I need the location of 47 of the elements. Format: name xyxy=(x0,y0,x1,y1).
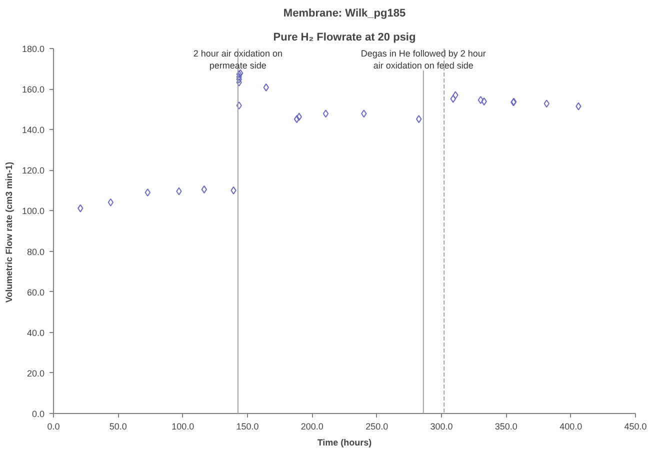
y-tick-label: 80.0 xyxy=(26,246,45,257)
point xyxy=(108,198,114,206)
y-tick-label: 40.0 xyxy=(26,328,45,338)
point xyxy=(236,75,242,84)
y-tick-label: 120.0 xyxy=(22,166,45,176)
x-tick-label: 450.0 xyxy=(624,422,647,432)
y-tick-label: 0.0 xyxy=(32,409,45,419)
point xyxy=(576,102,582,110)
y-axis-title: Volumetric Flow rate (cm3 min-1) xyxy=(4,162,14,303)
x-tick-label: 100.0 xyxy=(172,422,194,432)
y-tick-label: 60.0 xyxy=(26,287,45,298)
point xyxy=(230,186,236,194)
point xyxy=(236,78,242,86)
point xyxy=(176,187,182,196)
y-tick-label: 160.0 xyxy=(22,84,45,95)
x-tick-label: 150.0 xyxy=(236,422,259,432)
x-tick-label: 250.0 xyxy=(366,422,388,432)
chart-title: Membrane: Wilk_pg185 xyxy=(283,8,406,20)
point xyxy=(201,185,208,194)
point xyxy=(452,91,458,100)
point xyxy=(78,204,84,212)
x-tick-label: 50.0 xyxy=(109,422,127,432)
chart-subtitle: Pure H₂ Flowrate at 20 psig xyxy=(273,32,416,44)
point xyxy=(478,96,484,104)
point xyxy=(544,100,550,108)
point xyxy=(296,112,302,121)
annotation: 2 hour air oxidation on permeate side xyxy=(193,48,282,70)
x-tick-label: 200.0 xyxy=(300,422,324,432)
point xyxy=(450,94,456,103)
x-tick-label: 400.0 xyxy=(560,422,582,432)
y-tick-label: 20.0 xyxy=(26,368,45,378)
x-axis-title: Time (hours) xyxy=(317,438,372,448)
point xyxy=(481,97,487,106)
point xyxy=(236,101,242,110)
ref-line-label: Degas in He followed by 2 hour air oxidation on feed side xyxy=(360,48,486,70)
point xyxy=(294,115,300,124)
point xyxy=(144,188,150,196)
point xyxy=(263,83,269,92)
point xyxy=(361,110,367,118)
point xyxy=(322,110,329,118)
x-tick-label: 300.0 xyxy=(430,422,453,432)
y-tick-label: 180.0 xyxy=(22,44,45,54)
x-tick-label: 350.0 xyxy=(494,422,518,432)
y-tick-label: 140.0 xyxy=(22,125,45,136)
point xyxy=(416,115,422,124)
x-tick-label: 0.0 xyxy=(47,422,60,432)
y-tick-label: 100.0 xyxy=(22,206,45,216)
